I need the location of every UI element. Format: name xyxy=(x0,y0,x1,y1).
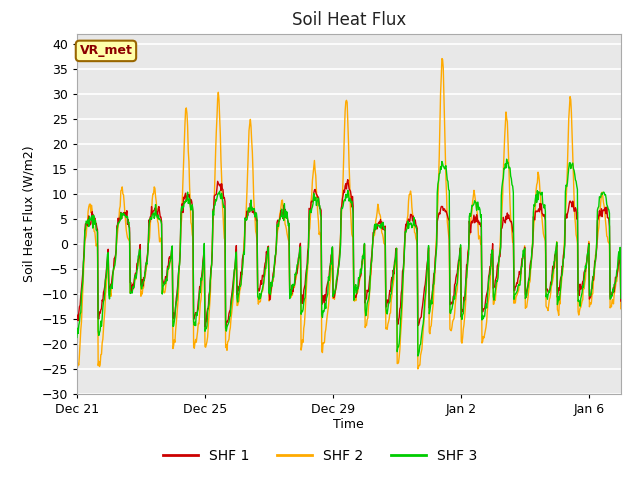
Y-axis label: Soil Heat Flux (W/m2): Soil Heat Flux (W/m2) xyxy=(23,145,36,282)
X-axis label: Time: Time xyxy=(333,419,364,432)
Legend: SHF 1, SHF 2, SHF 3: SHF 1, SHF 2, SHF 3 xyxy=(157,443,483,468)
Title: Soil Heat Flux: Soil Heat Flux xyxy=(292,11,406,29)
Text: VR_met: VR_met xyxy=(79,44,132,58)
